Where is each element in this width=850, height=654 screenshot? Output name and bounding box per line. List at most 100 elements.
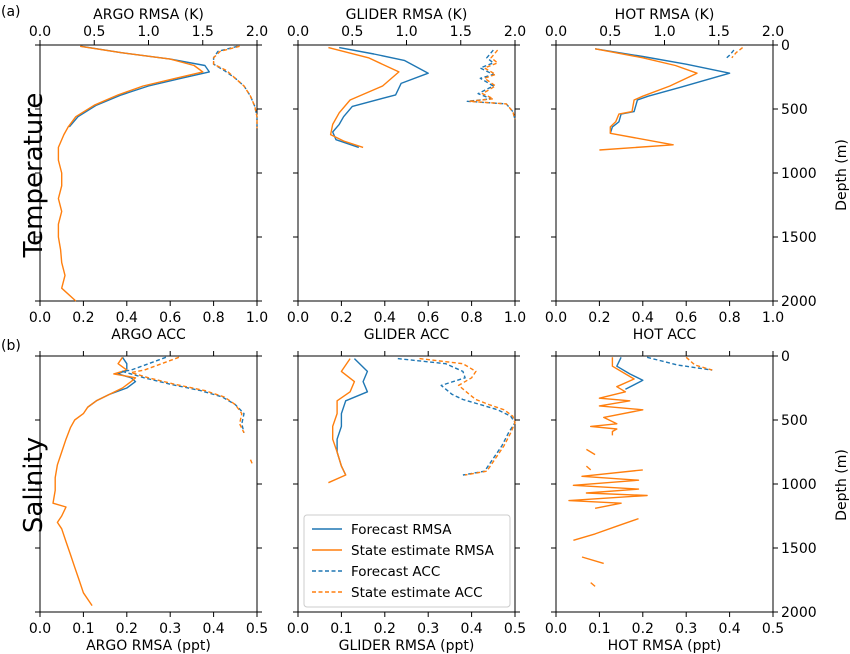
series-acc-state bbox=[468, 49, 516, 120]
series-acc-forecast bbox=[466, 49, 516, 120]
rmsa-tick-label: 0.0 bbox=[287, 24, 309, 40]
rmsa-tick-label: 0.4 bbox=[460, 621, 482, 637]
acc-tick-label: 1.0 bbox=[762, 310, 784, 326]
series-acc-state bbox=[419, 357, 516, 476]
depth-axis-label-top: Depth (m) bbox=[834, 139, 850, 211]
series-acc-forecast bbox=[724, 49, 735, 60]
depth-tick-label: 1500 bbox=[781, 541, 817, 557]
rmsa-tick-label: 1.5 bbox=[450, 24, 472, 40]
rmsa-tick-label: 0.0 bbox=[29, 621, 51, 637]
acc-tick-label: 0.0 bbox=[545, 310, 567, 326]
acc-axis-label: ARGO ACC bbox=[111, 327, 186, 343]
axes-frame bbox=[555, 44, 774, 302]
rmsa-tick-label: 0.3 bbox=[675, 621, 697, 637]
series-rmsa-forecast bbox=[336, 358, 369, 476]
rmsa-tick-label: 0.4 bbox=[202, 621, 224, 637]
depth-axis-label-bottom: Depth (m) bbox=[834, 449, 850, 521]
panel-label-b: (b) bbox=[1, 338, 21, 354]
acc-tick-label: 0.4 bbox=[632, 310, 654, 326]
rmsa-tick-label: 1.0 bbox=[395, 24, 417, 40]
rmsa-axis-label: GLIDER RMSA (K) bbox=[346, 7, 468, 23]
series-rmsa-state bbox=[52, 356, 137, 606]
acc-tick-label: 0.2 bbox=[588, 310, 610, 326]
series-rmsa-state bbox=[585, 465, 592, 471]
series-acc-forecast bbox=[646, 356, 713, 371]
acc-tick-label: 0.6 bbox=[159, 310, 181, 326]
row-label-temperature: Temperature bbox=[19, 93, 49, 259]
legend-entry-label: State estimate RMSA bbox=[351, 543, 495, 559]
legend-box bbox=[303, 514, 511, 608]
series-acc-forecast bbox=[212, 45, 258, 129]
axes-frame bbox=[39, 44, 258, 302]
rmsa-tick-label: 0.5 bbox=[341, 24, 363, 40]
series-acc-state bbox=[731, 47, 744, 59]
series-rmsa-state bbox=[328, 46, 400, 149]
legend: Forecast RMSA State estimate RMSA Forecast… bbox=[303, 514, 511, 608]
series-acc-state bbox=[130, 356, 245, 434]
series-acc-state bbox=[212, 45, 258, 129]
series-rmsa-state bbox=[568, 469, 648, 509]
panel-label-a: (a) bbox=[1, 4, 21, 20]
rmsa-tick-label: 0.3 bbox=[417, 621, 439, 637]
rmsa-axis-label: ARGO RMSA (ppt) bbox=[86, 638, 211, 654]
depth-tick-label: 0 bbox=[781, 349, 790, 365]
series-rmsa-forecast bbox=[616, 356, 644, 390]
series-rmsa-forecast bbox=[68, 45, 211, 128]
acc-tick-label: 1.0 bbox=[246, 310, 268, 326]
series-rmsa-state bbox=[590, 582, 596, 587]
series-rmsa-state bbox=[581, 556, 604, 565]
rmsa-tick-label: 0.1 bbox=[330, 621, 352, 637]
rmsa-tick-label: 0.2 bbox=[374, 621, 396, 637]
series-rmsa-state bbox=[57, 45, 204, 302]
rmsa-tick-label: 0.4 bbox=[718, 621, 740, 637]
acc-tick-label: 0.0 bbox=[29, 310, 51, 326]
series-rmsa-state bbox=[594, 48, 698, 151]
rmsa-axis-label: HOT RMSA (ppt) bbox=[608, 638, 722, 654]
acc-tick-label: 0.8 bbox=[460, 310, 482, 326]
series-acc-forecast bbox=[121, 356, 245, 433]
rmsa-tick-label: 1.0 bbox=[653, 24, 675, 40]
axes-frame bbox=[297, 44, 516, 302]
acc-tick-label: 0.0 bbox=[287, 310, 309, 326]
rmsa-tick-label: 1.5 bbox=[192, 24, 214, 40]
legend-entry-label: Forecast ACC bbox=[351, 564, 440, 580]
series-rmsa-state bbox=[586, 448, 596, 456]
rmsa-tick-label: 0.5 bbox=[246, 621, 268, 637]
row-label-salinity: Salinity bbox=[19, 437, 49, 533]
rmsa-tick-label: 0.1 bbox=[72, 621, 94, 637]
depth-tick-label: 1000 bbox=[781, 477, 817, 493]
acc-axis-label: GLIDER ACC bbox=[364, 327, 450, 343]
acc-tick-label: 0.8 bbox=[202, 310, 224, 326]
rmsa-tick-label: 0.5 bbox=[504, 621, 526, 637]
rmsa-tick-label: 0.0 bbox=[287, 621, 309, 637]
rmsa-axis-label: ARGO RMSA (K) bbox=[93, 7, 204, 23]
rmsa-tick-label: 0.2 bbox=[632, 621, 654, 637]
series-acc-state bbox=[249, 459, 254, 466]
depth-tick-label: 1500 bbox=[781, 230, 817, 246]
rmsa-tick-label: 0.5 bbox=[83, 24, 105, 40]
rmsa-tick-label: 1.0 bbox=[137, 24, 159, 40]
depth-tick-label: 1000 bbox=[781, 166, 817, 182]
rmsa-tick-label: 2.0 bbox=[762, 24, 784, 40]
acc-tick-label: 1.0 bbox=[504, 310, 526, 326]
rmsa-tick-label: 0.3 bbox=[159, 621, 181, 637]
panel-glider-salinity: 0.0 0.1 0.2 0.3 0.4 0.5 GLIDER RMSA (ppt) bbox=[287, 351, 526, 654]
rmsa-tick-label: 0.5 bbox=[762, 621, 784, 637]
rmsa-tick-label: 0.0 bbox=[545, 621, 567, 637]
panel-glider-temperature: 0.0 0.5 1.0 1.5 2.00.0 0.2 0.4 0.6 0.8 1.0GLIDER … bbox=[287, 7, 526, 343]
series-rmsa-forecast bbox=[332, 46, 429, 149]
rmsa-tick-label: 1.5 bbox=[708, 24, 730, 40]
rmsa-tick-label: 2.0 bbox=[246, 24, 268, 40]
acc-tick-label: 0.4 bbox=[374, 310, 396, 326]
series-rmsa-state bbox=[328, 358, 356, 484]
acc-tick-label: 0.6 bbox=[417, 310, 439, 326]
acc-tick-label: 0.2 bbox=[72, 310, 94, 326]
rmsa-tick-label: 0.5 bbox=[599, 24, 621, 40]
rmsa-tick-label: 0.0 bbox=[545, 24, 567, 40]
acc-tick-label: 0.2 bbox=[330, 310, 352, 326]
series-rmsa-state bbox=[573, 517, 639, 541]
depth-tick-label: 0 bbox=[781, 38, 790, 54]
series-rmsa-forecast bbox=[594, 48, 731, 134]
